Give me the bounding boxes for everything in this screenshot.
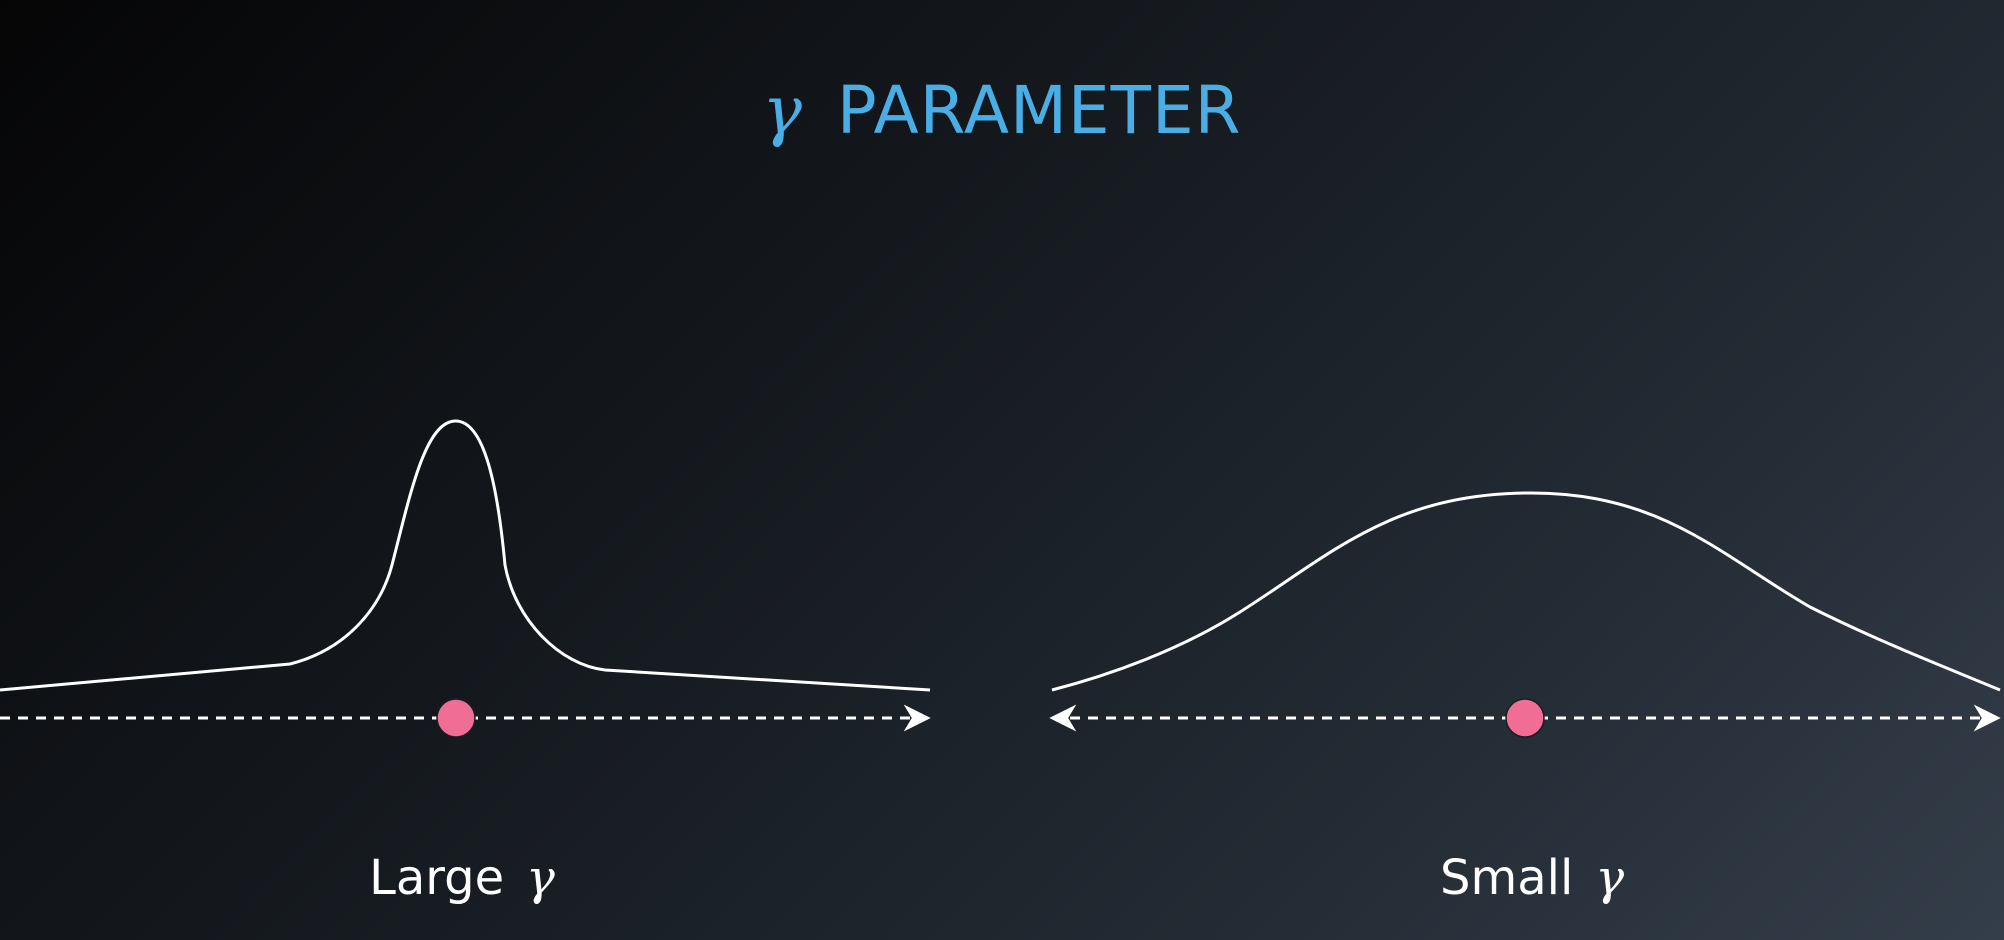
large-gamma-curve (0, 419, 931, 692)
large-gamma-label: Large γ (369, 850, 555, 906)
small-gamma-point (1505, 698, 1545, 738)
large-gamma-label-symbol: γ (526, 850, 555, 906)
title-gamma-symbol: γ (762, 72, 803, 149)
large-gamma-label-text: Large (369, 850, 505, 906)
small-gamma-label-symbol: γ (1595, 850, 1624, 906)
small-gamma-label: Small γ (1440, 850, 1624, 906)
small-gamma-curve (1051, 491, 2001, 692)
large-gamma-point (436, 698, 476, 738)
large-gamma-panel (0, 419, 931, 738)
title-text: PARAMETER (836, 72, 1242, 149)
small-gamma-panel (1049, 491, 2001, 738)
page-title: γ PARAMETER (0, 72, 2004, 149)
small-gamma-label-text: Small (1440, 850, 1574, 906)
